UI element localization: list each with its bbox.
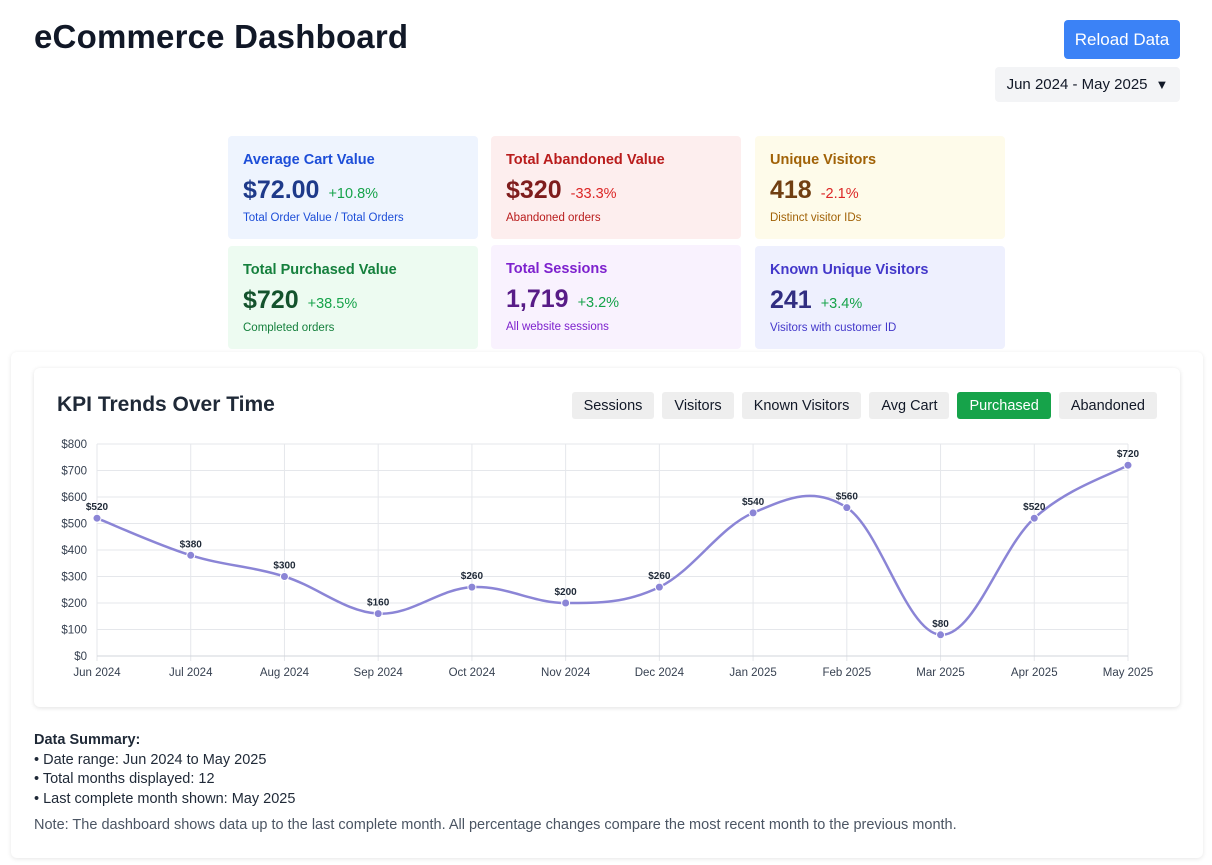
kpi-label: Total Abandoned Value [506,152,665,168]
y-tick-label: $700 [61,466,87,478]
data-label: $720 [1117,449,1140,460]
x-tick-label: Sep 2024 [354,667,404,679]
data-point [748,508,758,518]
kpi-change: -33.3% [570,186,617,202]
kpi-subtitle: Completed orders [243,322,335,334]
x-tick-label: Aug 2024 [260,667,310,679]
kpi-card-abandoned-value: Total Abandoned Value $320 -33.3% Abando… [491,136,741,239]
date-range-select[interactable]: Jun 2024 - May 2025 ▼ [995,67,1180,102]
y-tick-label: $400 [61,545,87,557]
data-point [279,572,289,581]
data-label: $160 [367,598,390,609]
data-point [1029,513,1039,523]
y-tick-label: $600 [61,492,87,504]
metric-button-visitors[interactable]: Visitors [662,392,734,419]
x-tick-label: Jul 2024 [169,667,213,679]
x-tick-label: Jun 2024 [73,667,121,679]
y-tick-label: $100 [61,625,87,637]
kpi-change: +10.8% [328,186,379,202]
x-tick-label: Feb 2025 [823,667,872,679]
kpi-label: Total Sessions [506,261,608,277]
kpi-card-known-visitors: Known Unique Visitors 241 +3.4% Visitors… [755,246,1005,349]
kpi-value: $720 [243,286,299,314]
data-point [186,550,196,560]
x-tick-label: Mar 2025 [916,667,965,679]
reload-data-button[interactable]: Reload Data [1064,20,1180,59]
data-summary: Data Summary: Date range: Jun 2024 to Ma… [34,731,295,809]
kpi-value: $72.00 [243,176,320,204]
kpi-value: 241 [770,286,812,314]
kpi-label: Unique Visitors [770,152,877,168]
summary-line: Last complete month shown: May 2025 [34,790,295,810]
summary-line: Total months displayed: 12 [34,770,295,790]
summary-title: Data Summary: [34,732,141,748]
metric-button-avg-cart[interactable]: Avg Cart [869,392,950,419]
data-label: $300 [273,561,296,572]
kpi-label: Average Cart Value [243,152,375,168]
kpi-change: -2.1% [820,186,859,202]
dashboard-note: Note: The dashboard shows data up to the… [34,817,957,833]
date-range-value: Jun 2024 - May 2025 [1006,76,1148,93]
kpi-value: 1,719 [506,285,569,313]
kpi-subtitle: Distinct visitor IDs [770,212,862,224]
kpi-trend-chart: $0 $100 $200 $300 $400 $500 $600 $700 $800 Jun 20… [61,439,1154,679]
summary-line: Date range: Jun 2024 to May 2025 [34,751,295,771]
data-label: $540 [742,497,765,508]
data-point [373,609,383,619]
caret-down-icon: ▼ [1155,77,1169,92]
x-tick-label: Oct 2024 [449,667,496,679]
data-point [92,513,102,523]
kpi-change: +3.4% [820,296,863,312]
kpi-card-average-cart: Average Cart Value $72.00 +10.8% Total O… [228,136,478,239]
kpi-change: +38.5% [307,296,358,312]
metric-toggle-group: Sessions Visitors Known Visitors Avg Car… [571,392,1157,419]
kpi-subtitle: Total Order Value / Total Orders [243,212,404,224]
data-label: $380 [180,539,203,550]
kpi-subtitle: All website sessions [506,321,609,333]
kpi-value: 418 [770,176,812,204]
data-point [936,630,946,640]
chart-card: $0 $100 $200 $300 $400 $500 $600 $700 $800 Jun 20… [34,368,1180,707]
metric-button-purchased[interactable]: Purchased [957,392,1051,419]
kpi-label: Total Purchased Value [243,262,397,278]
y-tick-label: $800 [61,439,87,451]
data-label: $80 [932,619,949,630]
x-tick-label: May 2025 [1103,667,1154,679]
metric-button-known-visitors[interactable]: Known Visitors [741,392,862,419]
x-tick-label: Apr 2025 [1011,667,1058,679]
kpi-card-purchased-value: Total Purchased Value $720 +38.5% Comple… [228,246,478,349]
x-tick-label: Jan 2025 [729,667,776,679]
kpi-subtitle: Visitors with customer ID [770,322,897,334]
kpi-change: +3.2% [577,295,620,311]
kpi-card-total-sessions: Total Sessions 1,719 +3.2% All website s… [491,245,741,349]
data-label: $260 [648,571,671,582]
kpi-label: Known Unique Visitors [770,262,929,278]
data-label: $560 [836,492,859,503]
data-point [561,598,571,608]
y-tick-label: $500 [61,519,87,531]
data-label: $200 [555,587,578,598]
data-label: $260 [461,571,484,582]
y-tick-label: $300 [61,572,87,584]
page-title: eCommerce Dashboard [34,18,409,55]
metric-button-sessions[interactable]: Sessions [571,392,655,419]
data-label: $520 [86,502,109,513]
y-tick-label: $0 [74,651,87,663]
x-tick-label: Dec 2024 [635,667,685,679]
data-label: $520 [1023,502,1046,513]
y-tick-label: $200 [61,598,87,610]
chart-title: KPI Trends Over Time [57,393,275,416]
data-point [467,582,477,592]
kpi-value: $320 [506,176,562,204]
kpi-subtitle: Abandoned orders [506,212,601,224]
metric-button-abandoned[interactable]: Abandoned [1058,392,1157,419]
kpi-card-unique-visitors: Unique Visitors 418 -2.1% Distinct visit… [755,136,1005,239]
data-point [842,503,852,513]
data-point [1123,460,1133,470]
x-tick-label: Nov 2024 [541,667,591,679]
data-point [654,582,664,592]
